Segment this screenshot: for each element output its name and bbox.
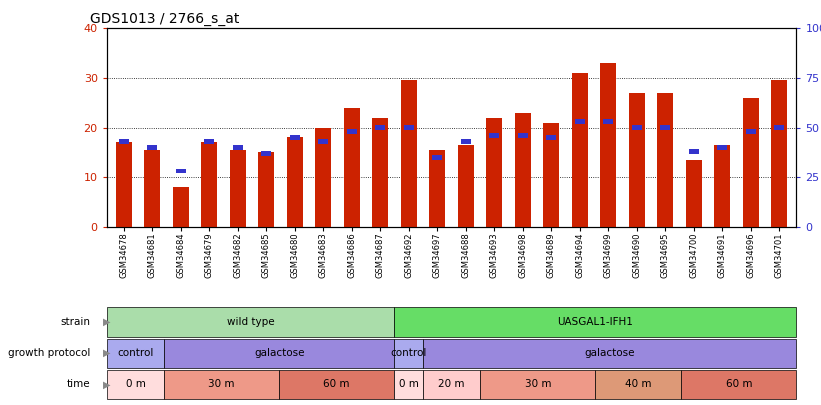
Text: growth protocol: growth protocol [8, 348, 90, 358]
Bar [319, 139, 328, 144]
Text: ▶: ▶ [103, 348, 110, 358]
Bar [315, 128, 331, 227]
Bar [173, 187, 189, 227]
Bar [176, 169, 186, 173]
Bar [461, 139, 471, 144]
Bar [147, 145, 158, 150]
Bar [344, 108, 360, 227]
Bar [600, 63, 616, 227]
Bar [404, 125, 414, 130]
Bar [660, 125, 671, 130]
Bar [429, 150, 445, 227]
Bar [401, 81, 416, 227]
Bar [518, 133, 528, 138]
Text: 60 m: 60 m [323, 379, 350, 389]
Text: 30 m: 30 m [525, 379, 551, 389]
Text: 0 m: 0 m [398, 379, 419, 389]
Bar [432, 155, 443, 160]
Text: ▶: ▶ [103, 317, 110, 327]
Text: 20 m: 20 m [438, 379, 465, 389]
Bar [745, 129, 756, 134]
Bar [603, 119, 613, 124]
Bar [489, 133, 499, 138]
Text: 0 m: 0 m [126, 379, 145, 389]
Text: control: control [117, 348, 154, 358]
Text: control: control [390, 348, 427, 358]
Text: galactose: galactose [254, 348, 305, 358]
Text: wild type: wild type [227, 317, 274, 327]
Bar [686, 160, 702, 227]
Bar [144, 150, 160, 227]
Text: 40 m: 40 m [625, 379, 652, 389]
Bar [544, 123, 559, 227]
Text: 30 m: 30 m [209, 379, 235, 389]
Bar [718, 145, 727, 150]
Bar [232, 145, 243, 150]
Bar [259, 152, 274, 227]
Bar [714, 145, 730, 227]
Bar [201, 143, 218, 227]
Bar [572, 73, 588, 227]
Bar [774, 125, 784, 130]
Bar [772, 81, 787, 227]
Bar [346, 129, 357, 134]
Text: ▶: ▶ [103, 379, 110, 389]
Bar [546, 135, 557, 140]
Bar [119, 139, 129, 144]
Text: UASGAL1-IFH1: UASGAL1-IFH1 [557, 317, 633, 327]
Bar [375, 125, 385, 130]
Bar [261, 151, 272, 156]
Bar [515, 113, 530, 227]
Bar [658, 93, 673, 227]
Text: 60 m: 60 m [726, 379, 752, 389]
Bar [689, 149, 699, 153]
Bar [575, 119, 585, 124]
Text: GDS1013 / 2766_s_at: GDS1013 / 2766_s_at [90, 12, 240, 26]
Bar [458, 145, 474, 227]
Bar [487, 118, 502, 227]
Text: time: time [67, 379, 90, 389]
Bar [629, 93, 644, 227]
Bar [287, 138, 303, 227]
Text: strain: strain [60, 317, 90, 327]
Text: galactose: galactose [585, 348, 635, 358]
Bar [743, 98, 759, 227]
Bar [373, 118, 388, 227]
Bar [631, 125, 642, 130]
Bar [230, 150, 245, 227]
Bar [204, 139, 214, 144]
Bar [116, 143, 131, 227]
Bar [290, 135, 300, 140]
